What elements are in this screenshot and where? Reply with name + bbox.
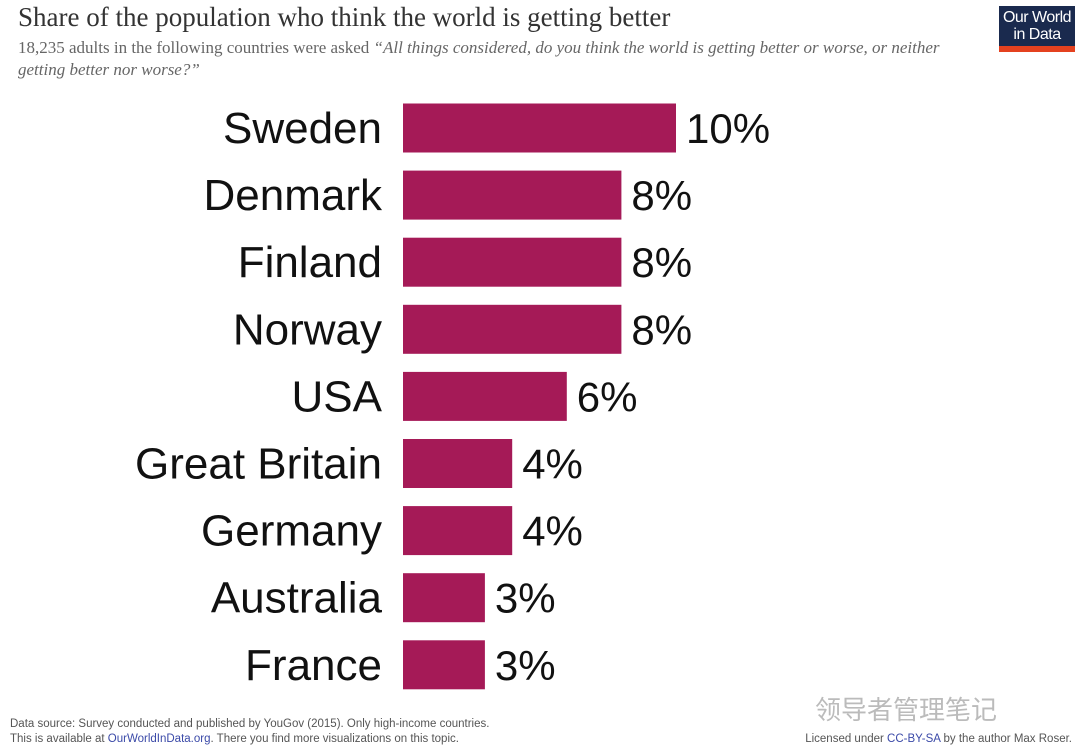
category-label: USA [292,372,383,421]
availability-prefix: This is available at [10,733,108,745]
bar [403,103,676,153]
availability-suffix: . There you find more visualizations on … [210,733,459,745]
owid-logo[interactable]: Our World in Data [999,6,1075,52]
chart-subtitle: 18,235 adults in the following countries… [18,37,978,81]
bar [403,371,567,421]
subtitle-text: 18,235 adults in the following countries… [18,38,374,57]
value-label: 8% [631,172,692,219]
license-note: Licensed under CC-BY-SA by the author Ma… [805,733,1072,745]
value-label: 4% [522,508,583,555]
data-source-note: Data source: Survey conducted and publis… [10,718,490,730]
survey-question: “All things considered, do you think the… [18,38,940,79]
value-label: 3% [495,642,556,689]
chart-title: Share of the population who think the wo… [18,2,671,32]
bar [403,304,622,354]
logo-line2: in Data [1013,26,1061,43]
license-prefix: Licensed under [805,733,888,745]
category-label: Finland [238,238,382,287]
category-label: Great Britain [135,440,382,489]
value-label: 4% [522,441,583,488]
logo-line1: Our World [1002,9,1072,26]
bar [403,439,513,488]
category-label: Australia [211,574,383,623]
bar [403,237,622,287]
value-label: 3% [495,575,556,622]
value-label: 8% [631,306,692,353]
category-label: France [245,641,382,690]
bar [403,640,485,690]
license-link[interactable]: CC-BY-SA [887,733,941,745]
owid-link[interactable]: OurWorldInData.org [107,733,211,745]
bar-chart: Sweden 10% Denmark 8% Finland 8% Norway 8% USA 6%… [135,103,770,690]
license-suffix: by the author Max Roser. [940,733,1073,745]
category-label: Denmark [204,171,383,220]
watermark: 领导者管理笔记 [815,695,998,725]
category-label: Germany [201,507,382,556]
availability-note: This is available at OurWorldInData.org.… [10,733,459,745]
value-label: 8% [631,239,692,286]
bar [403,170,622,220]
value-label: 10% [686,105,770,152]
bar [403,573,485,623]
value-label: 6% [577,373,638,420]
logo-accent [999,46,1075,52]
category-label: Sweden [223,104,382,153]
bar [403,506,513,556]
category-label: Norway [233,305,382,354]
